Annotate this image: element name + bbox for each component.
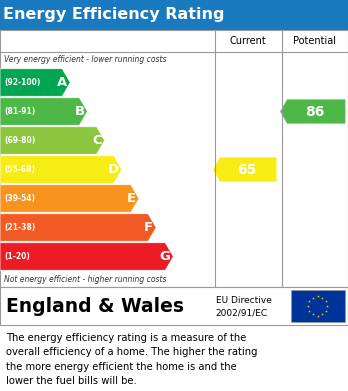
Text: The energy efficiency rating is a measure of the
overall efficiency of a home. T: The energy efficiency rating is a measur… <box>6 333 258 386</box>
Polygon shape <box>0 214 156 241</box>
Text: D: D <box>108 163 119 176</box>
Text: C: C <box>92 134 102 147</box>
Text: B: B <box>74 105 85 118</box>
Bar <box>0 30 348 287</box>
Polygon shape <box>0 185 139 212</box>
Text: A: A <box>57 76 67 89</box>
Text: 2002/91/EC: 2002/91/EC <box>216 308 268 317</box>
Text: (92-100): (92-100) <box>4 78 40 87</box>
Text: Very energy efficient - lower running costs: Very energy efficient - lower running co… <box>4 56 166 65</box>
Polygon shape <box>213 158 277 181</box>
Text: England & Wales: England & Wales <box>6 296 184 316</box>
Text: Current: Current <box>230 36 267 46</box>
Text: Not energy efficient - higher running costs: Not energy efficient - higher running co… <box>4 274 166 283</box>
Polygon shape <box>0 69 70 96</box>
Text: E: E <box>127 192 136 205</box>
Text: 86: 86 <box>305 104 324 118</box>
Text: EU Directive: EU Directive <box>216 296 272 305</box>
Polygon shape <box>0 127 105 154</box>
Text: (55-68): (55-68) <box>4 165 35 174</box>
Text: (1-20): (1-20) <box>4 252 30 261</box>
Text: (69-80): (69-80) <box>4 136 35 145</box>
Text: (39-54): (39-54) <box>4 194 35 203</box>
Polygon shape <box>280 99 345 124</box>
Polygon shape <box>0 98 87 125</box>
Text: (21-38): (21-38) <box>4 223 35 232</box>
Bar <box>291 290 345 322</box>
Polygon shape <box>0 156 122 183</box>
Text: (81-91): (81-91) <box>4 107 35 116</box>
Bar <box>0 0 348 30</box>
Bar <box>0 287 348 325</box>
Text: Potential: Potential <box>293 36 337 46</box>
Text: G: G <box>159 250 170 263</box>
Text: Energy Efficiency Rating: Energy Efficiency Rating <box>3 7 225 23</box>
Text: F: F <box>144 221 153 234</box>
Text: 65: 65 <box>237 163 256 176</box>
Polygon shape <box>0 243 173 270</box>
